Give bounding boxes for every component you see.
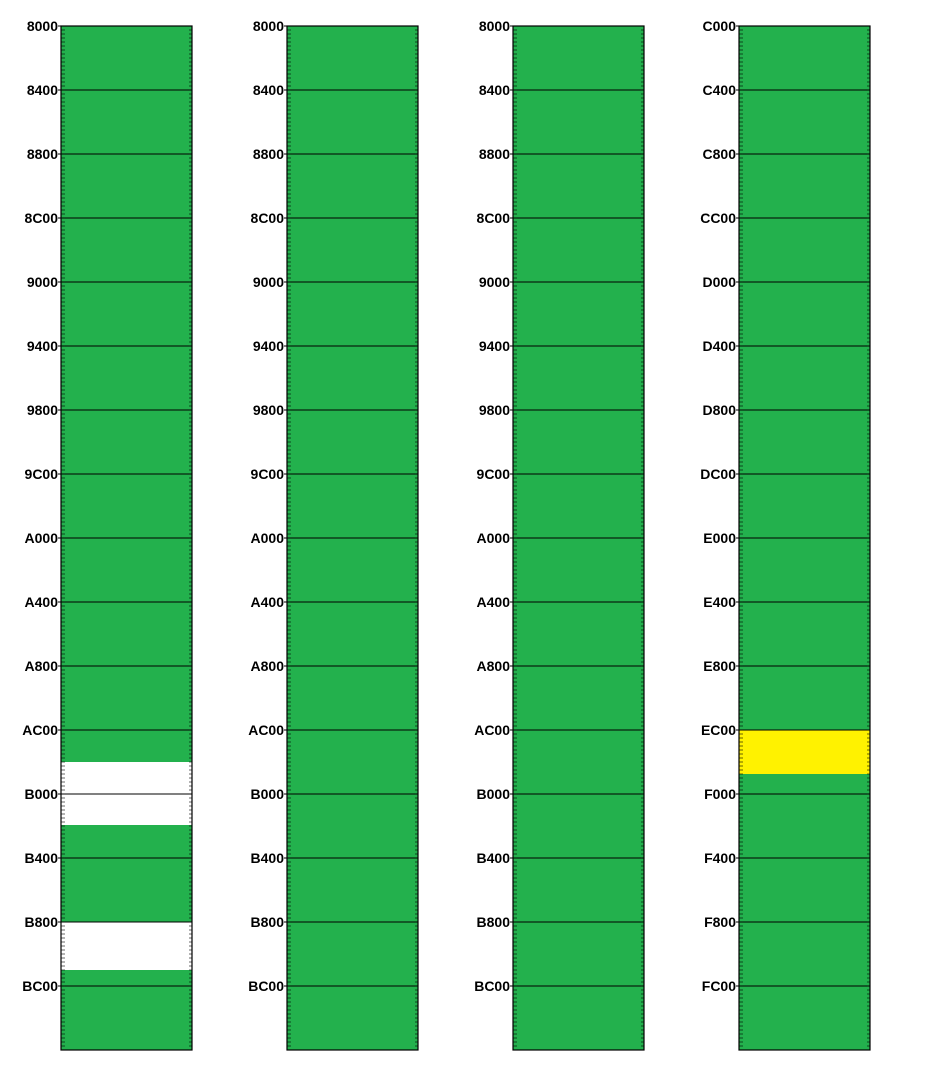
memory-column-1: 8000 8400 8800 8C00 9000 9400 9800 9C00 A000 A400… xyxy=(22,18,193,1051)
address-label: A800 xyxy=(477,658,511,674)
address-label: 9800 xyxy=(253,402,284,418)
address-label: BC00 xyxy=(474,978,510,994)
address-label: 9000 xyxy=(479,274,510,290)
address-label: A000 xyxy=(477,530,511,546)
memory-column-2: 8000 8400 8800 8C00 9000 9400 9800 9C00 A000 A400… xyxy=(248,18,419,1051)
address-label: C400 xyxy=(703,82,737,98)
address-label: EC00 xyxy=(701,722,736,738)
address-label: A400 xyxy=(25,594,59,610)
address-label: A400 xyxy=(477,594,511,610)
address-label: BC00 xyxy=(248,978,284,994)
address-label: 9800 xyxy=(27,402,58,418)
address-label: 8800 xyxy=(27,146,58,162)
address-label: 8000 xyxy=(253,18,284,34)
address-label: 8400 xyxy=(253,82,284,98)
address-label: 9800 xyxy=(479,402,510,418)
address-label: 8000 xyxy=(479,18,510,34)
address-label: C000 xyxy=(703,18,737,34)
address-label: 9C00 xyxy=(251,466,285,482)
address-label: E800 xyxy=(703,658,736,674)
address-label: F000 xyxy=(704,786,736,802)
highlighted-memory-block xyxy=(739,730,870,774)
address-label: B000 xyxy=(251,786,285,802)
address-label: AC00 xyxy=(248,722,284,738)
address-label: D000 xyxy=(703,274,737,290)
address-label: A800 xyxy=(251,658,285,674)
address-label: 8400 xyxy=(27,82,58,98)
address-label: B400 xyxy=(477,850,511,866)
address-label: B400 xyxy=(251,850,285,866)
address-label: 8C00 xyxy=(251,210,285,226)
address-label: 9400 xyxy=(27,338,58,354)
address-label: 9400 xyxy=(479,338,510,354)
address-label: 8C00 xyxy=(477,210,511,226)
address-label: E000 xyxy=(703,530,736,546)
address-label: FC00 xyxy=(702,978,736,994)
address-label: 8000 xyxy=(27,18,58,34)
address-label: B000 xyxy=(477,786,511,802)
address-label: A400 xyxy=(251,594,285,610)
address-label: B000 xyxy=(25,786,59,802)
address-label: AC00 xyxy=(22,722,58,738)
address-label: B800 xyxy=(25,914,59,930)
column-outline xyxy=(738,25,871,1051)
address-label: 9000 xyxy=(27,274,58,290)
address-label: 9000 xyxy=(253,274,284,290)
address-label: 8800 xyxy=(253,146,284,162)
address-label: 8800 xyxy=(479,146,510,162)
address-label: B800 xyxy=(251,914,285,930)
free-memory-block xyxy=(61,922,192,970)
address-label: F800 xyxy=(704,914,736,930)
address-label: 9C00 xyxy=(25,466,59,482)
address-label: A000 xyxy=(25,530,59,546)
address-label: BC00 xyxy=(22,978,58,994)
address-label: B800 xyxy=(477,914,511,930)
address-label: CC00 xyxy=(700,210,736,226)
address-label: D400 xyxy=(703,338,737,354)
address-label: AC00 xyxy=(474,722,510,738)
column-outline xyxy=(60,25,193,1051)
address-label: B400 xyxy=(25,850,59,866)
address-label: A800 xyxy=(25,658,59,674)
address-label: D800 xyxy=(703,402,737,418)
memory-column-3: 8000 8400 8800 8C00 9000 9400 9800 9C00 A000 A400… xyxy=(474,18,645,1051)
address-label: 8400 xyxy=(479,82,510,98)
address-label: C800 xyxy=(703,146,737,162)
column-outline xyxy=(512,25,645,1051)
address-label: E400 xyxy=(703,594,736,610)
memory-column-4: C000 C400 C800 CC00 D000 D400 D800 DC00 E000 E400… xyxy=(700,18,871,1051)
address-label: DC00 xyxy=(700,466,736,482)
address-label: 8C00 xyxy=(25,210,59,226)
column-outline xyxy=(286,25,419,1051)
address-label: A000 xyxy=(251,530,285,546)
address-label: F400 xyxy=(704,850,736,866)
address-label: 9400 xyxy=(253,338,284,354)
address-label: 9C00 xyxy=(477,466,511,482)
